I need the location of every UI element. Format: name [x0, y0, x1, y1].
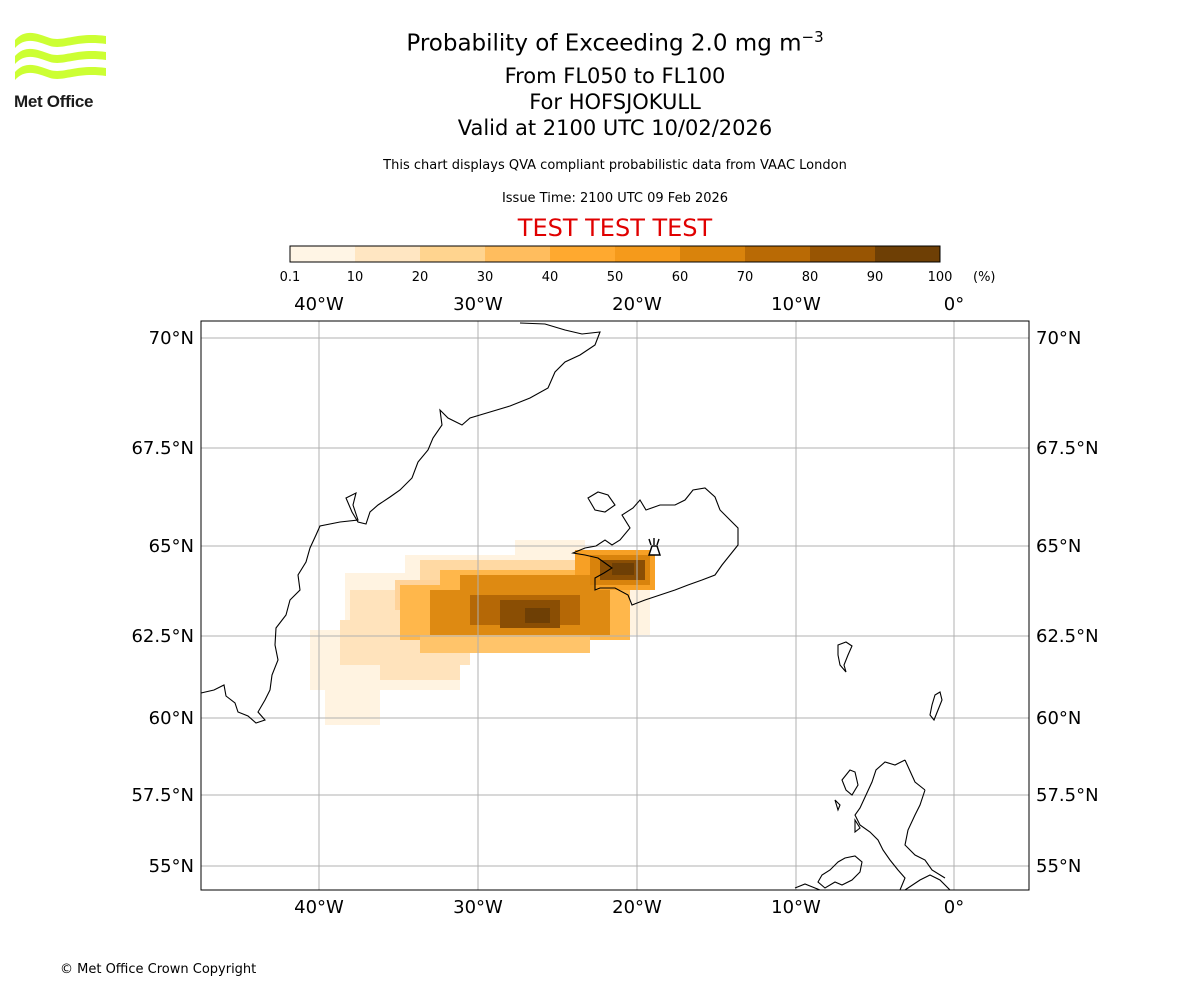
colorbar-tick-label: 10: [346, 270, 364, 285]
colorbar-segment: [485, 246, 551, 262]
latitude-label-left: 67.5°N: [131, 438, 194, 459]
latitude-label-left: 55°N: [149, 856, 194, 877]
colorbar-segment: [550, 246, 616, 262]
longitude-label: 20°W: [612, 294, 662, 315]
logo-text: Met Office: [14, 92, 94, 111]
title-line-1: Probability of Exceeding 2.0 mg m−3: [0, 28, 1200, 57]
longitude-label: 10°W: [771, 294, 821, 315]
scotland-coast: [794, 759, 951, 891]
longitude-labels: 40°W 40°W 30°W 30°W 20°W 20°W 10°W 10°W 0° 0°: [294, 294, 964, 918]
copyright: © Met Office Crown Copyright: [60, 962, 257, 977]
iceland-coast: [571, 487, 739, 606]
longitude-label: 30°W: [453, 294, 503, 315]
volcano-icon: [648, 538, 661, 556]
colorbar-tick-label: 50: [606, 270, 624, 285]
colorbar-frame: [289, 245, 941, 263]
longitude-label: 20°W: [612, 897, 662, 918]
latitude-label-right: 55°N: [1036, 856, 1081, 877]
colorbar-segment: [810, 246, 876, 262]
faroe-islands: [837, 641, 853, 673]
latitude-label-left: 70°N: [149, 328, 194, 349]
latitude-label-right: 57.5°N: [1036, 785, 1099, 806]
colorbar-segment: [420, 246, 486, 262]
colorbar: [289, 245, 941, 263]
title-line-3: For HOFSJOKULL: [529, 90, 701, 114]
latitude-label-left: 57.5°N: [131, 785, 194, 806]
colorbar-tick-label: 20: [411, 270, 429, 285]
latitude-label-right: 60°N: [1036, 708, 1081, 729]
map-panel: [200, 320, 1030, 891]
latitude-label-right: 67.5°N: [1036, 438, 1099, 459]
map-gridlines: [201, 321, 1029, 890]
latitude-label-left: 65°N: [149, 536, 194, 557]
colorbar-tick-label: 100: [927, 270, 953, 285]
title-line-2: From FL050 to FL100: [504, 64, 726, 88]
met-office-logo: Met Office: [14, 30, 109, 112]
colorbar-tick-label: 40: [541, 270, 559, 285]
latitude-label-right: 65°N: [1036, 536, 1081, 557]
longitude-label: 40°W: [294, 897, 344, 918]
latitude-label-right: 62.5°N: [1036, 626, 1099, 647]
issue-time: Issue Time: 2100 UTC 09 Feb 2026: [501, 191, 729, 206]
latitude-label-right: 70°N: [1036, 328, 1081, 349]
longitude-label: 40°W: [294, 294, 344, 315]
ash-probability-plume: [310, 540, 655, 725]
colorbar-unit: (%): [973, 270, 996, 285]
colorbar-tick-label: 60: [671, 270, 689, 285]
latitude-labels: 70°N 70°N 67.5°N 67.5°N 65°N 65°N 62.5°N 62.5°N…: [131, 328, 1098, 877]
colorbar-tick-label: 90: [866, 270, 884, 285]
greenland-coast: [200, 322, 601, 724]
colorbar-tick-label: 30: [476, 270, 494, 285]
longitude-label: 10°W: [771, 897, 821, 918]
colorbar-tick-label: 80: [801, 270, 819, 285]
longitude-label: 0°: [944, 294, 964, 315]
logo-waves-icon: [15, 32, 106, 80]
title-line-4: Valid at 2100 UTC 10/02/2026: [457, 116, 773, 140]
shetland-islands: [929, 691, 943, 722]
latitude-label-left: 62.5°N: [131, 626, 194, 647]
longitude-label: 30°W: [453, 897, 503, 918]
subtitle: This chart displays QVA compliant probab…: [383, 158, 847, 173]
colorbar-segment: [355, 246, 421, 262]
map-frame: [200, 320, 1030, 891]
colorbar-segment: [290, 246, 356, 262]
colorbar-segment: [615, 246, 681, 262]
colorbar-tick-label: 70: [736, 270, 754, 285]
colorbar-tick-label: 0.1: [279, 270, 301, 285]
colorbar-segment: [680, 246, 746, 262]
coastlines: [200, 322, 951, 891]
longitude-label: 0°: [944, 897, 964, 918]
test-banner: TEST TEST TEST: [517, 214, 713, 242]
colorbar-segment: [745, 246, 811, 262]
colorbar-segment: [875, 246, 941, 262]
title-main: Probability of Exceeding 2.0 mg m: [406, 30, 802, 57]
title-sup: −3: [801, 28, 824, 46]
latitude-label-left: 60°N: [149, 708, 194, 729]
